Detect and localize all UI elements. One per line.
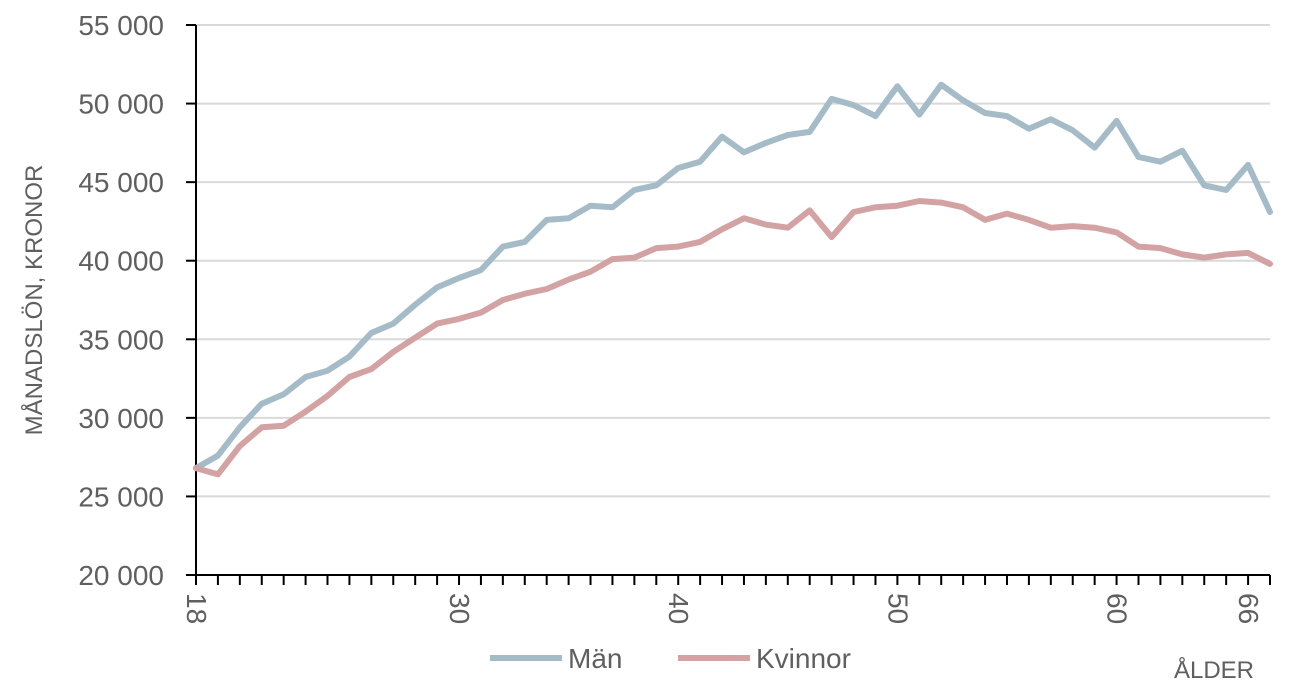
x-axis-title: ÅLDER xyxy=(1174,656,1254,684)
x-tick-label: 50 xyxy=(882,593,913,624)
y-tick-label: 40 000 xyxy=(78,246,164,277)
gridlines xyxy=(196,24,1270,498)
legend-label: Män xyxy=(568,643,622,674)
x-tick-label: 60 xyxy=(1102,593,1133,624)
y-tick-label: 50 000 xyxy=(78,89,164,120)
y-axis: 20 000 25 000 30 000 35 000 40 000 45 000 50 0… xyxy=(78,10,197,591)
y-tick-label: 55 000 xyxy=(78,10,164,41)
x-axis: 18 30 40 50 60 66 xyxy=(181,574,1271,624)
legend-label: Kvinnor xyxy=(756,643,851,674)
x-tick-label: 18 xyxy=(181,593,212,624)
series-line-män xyxy=(193,81,1273,472)
y-tick-label: 45 000 xyxy=(78,167,164,198)
x-tick-label: 40 xyxy=(663,593,694,624)
legend: Män Kvinnor xyxy=(490,643,851,674)
y-tick-label: 30 000 xyxy=(78,403,164,434)
x-tick-label: 30 xyxy=(444,593,475,624)
y-axis-title: MÅNADSLÖN, KRONOR xyxy=(20,165,48,436)
y-tick-label: 35 000 xyxy=(78,324,164,355)
y-tick-label: 25 000 xyxy=(78,481,164,512)
x-tick-label: 66 xyxy=(1233,593,1264,624)
series-line-kvinnor xyxy=(193,198,1273,478)
series-lines xyxy=(193,81,1273,478)
y-tick-label: 20 000 xyxy=(78,560,164,591)
